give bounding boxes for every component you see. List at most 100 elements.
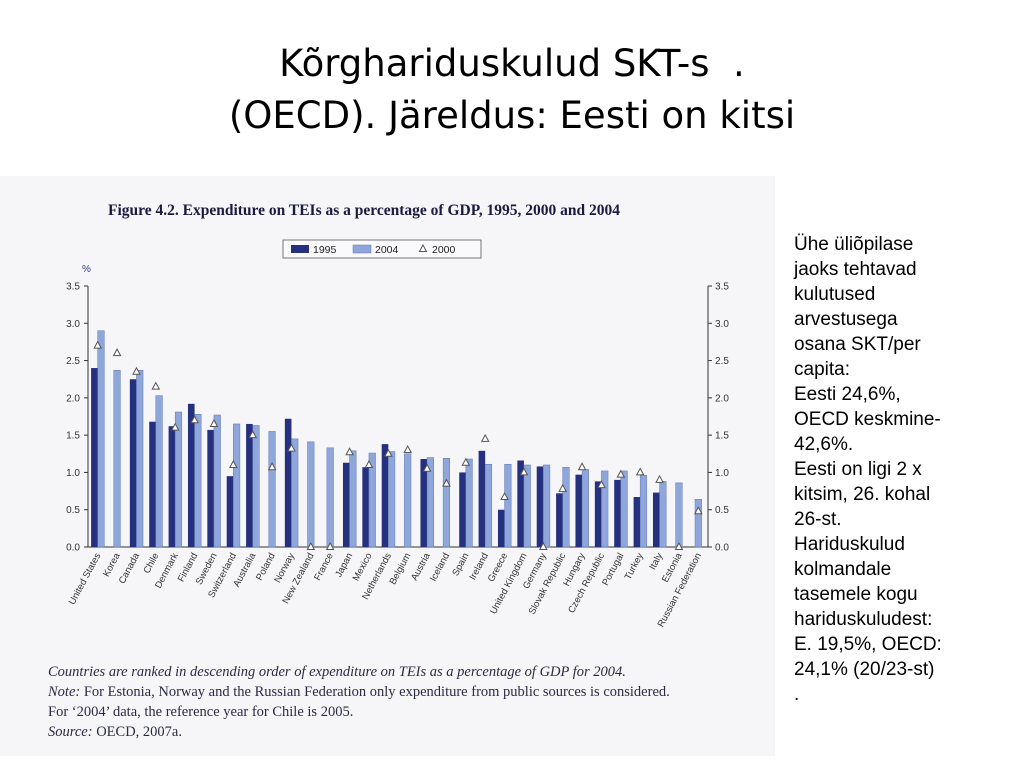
category-label: Italy — [647, 551, 665, 572]
legend-label-1995: 1995 — [313, 244, 337, 256]
side-text-line: Eesti 24,6%, — [794, 384, 901, 405]
bar-1995 — [91, 368, 98, 547]
legend — [282, 239, 482, 259]
bar-1995 — [478, 450, 486, 547]
y-tick-label-left: 1.0 — [66, 468, 80, 479]
legend-label-2000: 2000 — [432, 244, 456, 256]
side-text-line: 42,6%. — [794, 434, 854, 455]
figure-notes: Countries are ranked in descending order… — [48, 662, 768, 742]
y-tick-label-right: 1.0 — [715, 468, 729, 479]
legend-swatch-1995 — [291, 245, 309, 253]
side-text-line: . — [794, 684, 800, 705]
bar-1995 — [633, 497, 641, 547]
category-label: United States — [67, 551, 104, 607]
side-text-line: Eesti on ligi 2 x — [794, 459, 922, 480]
bar-1995 — [420, 459, 428, 547]
side-text-line: hariduskuludest: — [794, 609, 933, 630]
bar-1995 — [652, 492, 660, 547]
marker-2000 — [209, 418, 219, 427]
bar-2004 — [233, 423, 241, 548]
note-line-2: For ‘2004’ data, the reference year for … — [48, 704, 354, 720]
bar-2004 — [639, 475, 648, 548]
bar-2004 — [581, 469, 589, 548]
marker-2000 — [480, 433, 490, 442]
marker-2000 — [597, 480, 606, 489]
side-text-line: capita: — [794, 359, 850, 380]
bar-1995 — [556, 493, 563, 547]
bar-1995 — [536, 466, 544, 547]
marker-2000 — [306, 541, 316, 550]
bar-2004 — [694, 499, 702, 548]
bar-1995 — [129, 379, 137, 547]
y-tick-label-right: 2.5 — [715, 356, 729, 367]
side-text-line: Ühe üliõpilase — [794, 234, 914, 255]
side-text-line: kolmandale — [794, 559, 892, 580]
marker-2000 — [422, 463, 432, 472]
bar-2004 — [368, 452, 376, 548]
bar-1995 — [168, 426, 176, 547]
side-text: Ühe üliõpilase jaoks tehtavad kulutused arv… — [794, 232, 1019, 707]
bar-2004 — [252, 425, 260, 548]
marker-2000 — [461, 457, 471, 466]
marker-2000 — [519, 467, 529, 476]
y-tick-label-right: 3.0 — [715, 319, 729, 330]
bar-2004 — [543, 464, 551, 548]
legend-swatch-2004 — [352, 244, 372, 254]
y-tick-label-left: 3.5 — [66, 282, 80, 293]
side-text-line: 26-st. — [794, 509, 842, 530]
bar-1995 — [284, 418, 292, 547]
source-text: OECD, 2007a. — [96, 724, 182, 740]
marker-2000 — [403, 445, 413, 454]
bar-1995 — [187, 403, 195, 547]
y-tick-label-right: 2.0 — [715, 393, 729, 404]
bar-2004 — [194, 414, 202, 548]
marker-2000 — [228, 459, 238, 468]
marker-2000 — [190, 415, 199, 424]
marker-2000 — [442, 478, 451, 487]
source-line: Source: OECD, 2007a. — [48, 722, 768, 742]
marker-2000 — [325, 541, 335, 550]
marker-2000 — [693, 506, 703, 515]
slide-title: Kõrghariduskulud SKT-s . (OECD). Järeldu… — [0, 38, 1024, 142]
y-tick-label-left: 3.0 — [66, 319, 80, 330]
bar-2004 — [291, 438, 299, 548]
category-label: France — [312, 551, 336, 582]
marker-2000 — [500, 491, 509, 501]
marker-2000 — [170, 422, 180, 431]
bar-1995 — [594, 481, 602, 547]
note-text: For Estonia, Norway and the Russian Fede… — [83, 684, 670, 700]
marker-2000 — [558, 483, 568, 492]
legend-marker-2000 — [418, 243, 428, 252]
bar-1995 — [381, 444, 389, 547]
bar-2004 — [97, 330, 105, 548]
bar-2004 — [523, 464, 531, 548]
bar-2004 — [675, 482, 683, 548]
ranking-note: Countries are ranked in descending order… — [48, 664, 626, 680]
note-line: Note: For Estonia, Norway and the Russia… — [48, 682, 768, 702]
bar-2004 — [562, 466, 570, 548]
y-tick-label-left: 0.5 — [66, 505, 80, 516]
bar-1995 — [362, 467, 369, 547]
slide-title-line-2: (OECD). Järeldus: Eesti on kitsi — [228, 94, 796, 137]
bar-2004 — [465, 458, 473, 548]
bar-2004 — [388, 451, 396, 548]
y-tick-label-left: 2.5 — [66, 356, 80, 367]
marker-2000 — [287, 443, 296, 452]
side-text-line: 24,1% (20/23-st) — [794, 659, 935, 680]
side-text-line: jaoks tehtavad — [794, 259, 917, 280]
side-text-line: arvestusega — [794, 309, 898, 330]
bar-1995 — [497, 509, 505, 547]
marker-2000 — [577, 462, 587, 471]
marker-2000 — [538, 541, 548, 550]
category-label: Turkey — [623, 551, 646, 582]
marker-2000 — [383, 448, 393, 457]
marker-2000 — [655, 474, 664, 483]
figure-title: Figure 4.2. Expenditure on TEIs as a per… — [108, 202, 620, 219]
y-tick-label-right: 0.0 — [715, 543, 729, 554]
bar-1995 — [149, 421, 156, 547]
marker-2000 — [674, 541, 684, 550]
bar-2004 — [213, 414, 221, 548]
bar-2004 — [174, 411, 183, 548]
bar-2004 — [484, 463, 493, 548]
bar-2004 — [268, 431, 276, 548]
